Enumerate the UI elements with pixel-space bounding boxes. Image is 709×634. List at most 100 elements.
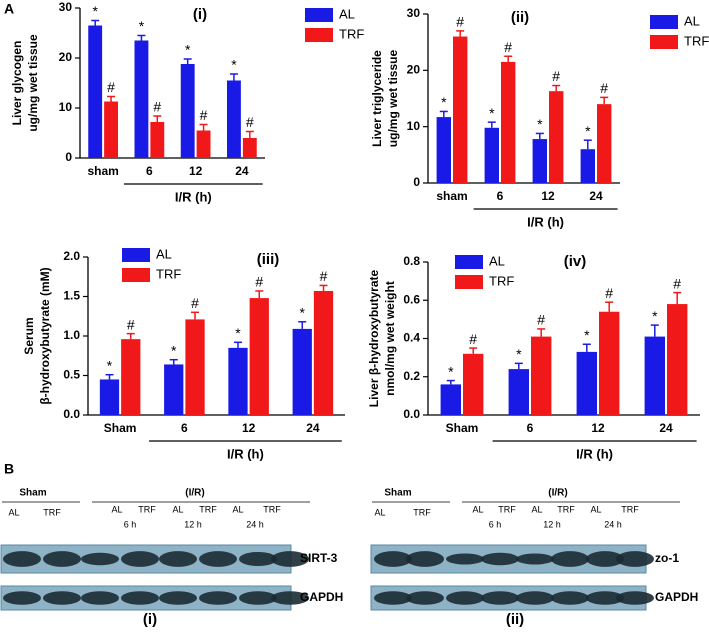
y-axis-label: β-hydroxybutyrate (mM) — [38, 267, 52, 404]
significance-mark: # — [673, 275, 681, 291]
legend-label: AL — [339, 6, 355, 21]
x-tick-label: 24 — [659, 421, 673, 435]
bar — [531, 336, 552, 415]
x-tick-label: 6 — [497, 189, 504, 203]
time-label: 6 h — [489, 519, 502, 529]
lane-label: TRF — [43, 507, 61, 517]
bar — [99, 379, 120, 415]
blot-row-label: SIRT-3 — [300, 551, 338, 565]
bar — [313, 290, 334, 415]
x-axis-label: I/R (h) — [227, 446, 264, 461]
blot-band — [374, 591, 412, 605]
blot-band — [271, 551, 309, 567]
legend-label: TRF — [339, 26, 364, 41]
legend-swatch — [305, 28, 333, 42]
significance-mark: # — [200, 107, 208, 123]
y-tick-label: 0.5 — [63, 368, 80, 382]
lane-label: TRF — [138, 504, 156, 514]
bar — [242, 138, 257, 158]
bar — [453, 36, 468, 184]
bar — [121, 339, 141, 415]
blot-band — [616, 591, 654, 605]
y-axis-label: ug/mg wet tissue — [26, 34, 40, 132]
chart-title: (iv) — [564, 253, 587, 270]
blot-band — [239, 591, 277, 605]
lane-label: TRF — [413, 507, 431, 517]
significance-mark: # — [255, 274, 263, 290]
lane-label: AL — [8, 507, 19, 517]
blot-band — [481, 552, 519, 566]
y-tick-label: 1.5 — [63, 289, 80, 303]
y-tick-label: 0.6 — [403, 292, 420, 306]
bar — [463, 353, 484, 415]
blot-band — [374, 551, 412, 567]
bar — [227, 80, 241, 158]
time-label: 24 h — [604, 519, 622, 529]
blot-row-label: GAPDH — [300, 590, 343, 604]
significance-mark: * — [231, 57, 237, 73]
bar — [501, 61, 516, 184]
blot-band — [586, 551, 624, 567]
blot-band — [199, 551, 237, 567]
significance-mark: * — [171, 342, 177, 358]
y-tick-label: 10 — [407, 119, 421, 133]
significance-mark: * — [652, 308, 658, 324]
significance-mark: # — [504, 39, 512, 55]
blot-group-label: Sham — [384, 488, 411, 499]
y-tick-label: 0 — [413, 175, 420, 189]
x-tick-label: Sham — [446, 421, 479, 435]
bar — [164, 364, 184, 415]
significance-mark: # — [153, 99, 161, 115]
panel-label: B — [4, 461, 14, 477]
y-tick-label: 10 — [59, 100, 73, 114]
x-tick-label: 6 — [181, 421, 188, 435]
bar — [440, 384, 461, 415]
bar — [436, 117, 451, 183]
legend-label: TRF — [489, 273, 514, 288]
blot-group-label: (I/R) — [185, 488, 204, 499]
legend-label: AL — [684, 13, 700, 28]
y-tick-label: 20 — [407, 63, 421, 77]
significance-mark: # — [246, 114, 254, 130]
lane-label: AL — [531, 504, 542, 514]
x-axis-label: I/R (h) — [175, 189, 212, 204]
legend-swatch — [650, 15, 678, 29]
legend-label: TRF — [684, 33, 709, 48]
x-tick-label: 12 — [591, 421, 605, 435]
blot-band — [3, 591, 41, 605]
x-tick-label: Sham — [104, 421, 137, 435]
time-label: 6 h — [124, 519, 137, 529]
lane-label: AL — [472, 504, 483, 514]
bar — [508, 369, 529, 415]
time-label: 12 h — [543, 519, 561, 529]
blot-band — [481, 591, 519, 605]
x-axis-label: I/R (h) — [576, 446, 613, 461]
y-tick-label: 0.4 — [403, 331, 420, 345]
blot-band — [446, 553, 484, 565]
significance-mark: * — [489, 105, 495, 121]
panel-label: A — [4, 1, 14, 17]
time-label: 24 h — [246, 519, 264, 529]
bar — [576, 351, 597, 415]
significance-mark: * — [584, 327, 590, 343]
blot-group-label: Sham — [19, 488, 46, 499]
significance-mark: * — [92, 3, 98, 19]
y-tick-label: 30 — [59, 0, 73, 14]
y-tick-label: 0.0 — [403, 407, 420, 421]
lane-label: AL — [374, 507, 385, 517]
bar — [580, 149, 595, 183]
lane-label: TRF — [498, 504, 516, 514]
blot-band — [516, 591, 554, 605]
y-axis-label: Serum — [22, 317, 36, 354]
blot-band — [551, 591, 589, 605]
legend-swatch — [122, 268, 150, 282]
lane-label: TRF — [621, 504, 639, 514]
blot-title: (i) — [143, 611, 157, 628]
legend-swatch — [455, 255, 483, 269]
legend-label: TRF — [156, 266, 181, 281]
chart-title: (ii) — [511, 9, 529, 26]
significance-mark: # — [107, 79, 115, 95]
significance-mark: # — [456, 14, 464, 30]
y-tick-label: 0.0 — [63, 407, 80, 421]
significance-mark: # — [537, 312, 545, 328]
